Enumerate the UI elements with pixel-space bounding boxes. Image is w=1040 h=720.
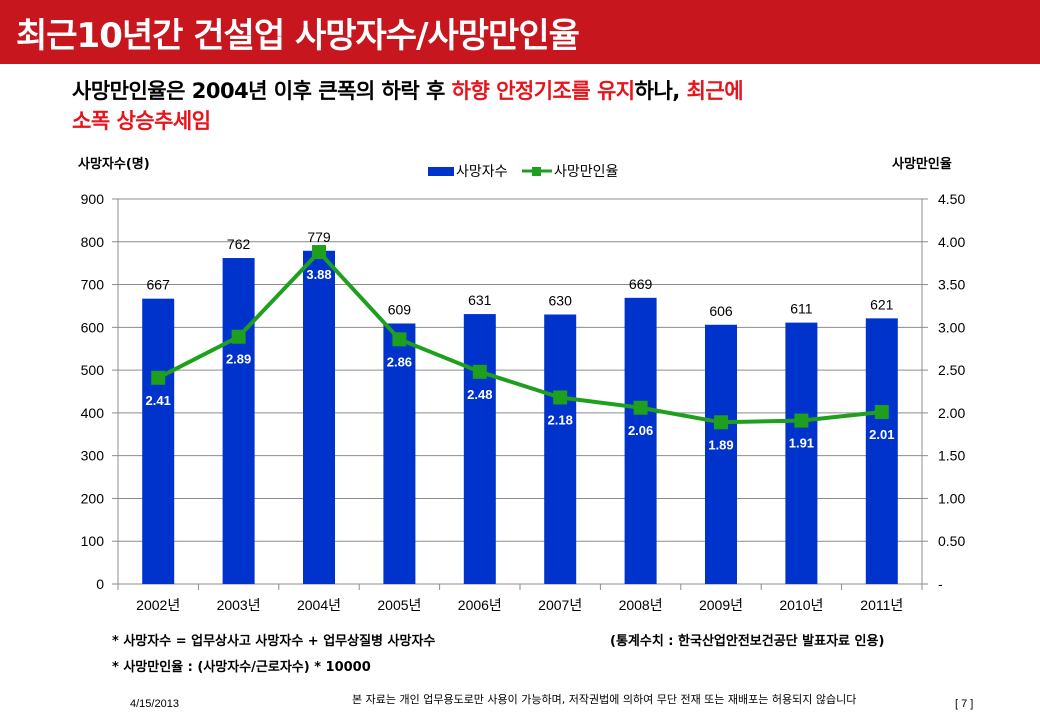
left-tick-label: 200 bbox=[81, 490, 105, 506]
line-series bbox=[151, 245, 889, 430]
bar-value-label: 621 bbox=[870, 296, 894, 312]
x-tick-label: 2008년 bbox=[619, 597, 663, 613]
bar-value-label: 762 bbox=[227, 236, 251, 252]
legend-label-bar: 사망자수 bbox=[456, 164, 508, 180]
rate-value-label: 3.88 bbox=[306, 267, 331, 282]
left-tick-label: 900 bbox=[81, 191, 105, 207]
bar bbox=[865, 318, 898, 584]
axes: 0 100 200 300 400 500 600 700 800 900 - 0.50 1.00 1.5… bbox=[81, 191, 966, 613]
left-tick-label: 0 bbox=[96, 576, 104, 592]
headline-highlight-1: 하향 안정기조를 유지 bbox=[451, 79, 636, 103]
x-tick-label: 2003년 bbox=[217, 597, 261, 613]
left-tick-label: 300 bbox=[81, 448, 105, 464]
left-axis-title: 사망자수(명) bbox=[78, 156, 150, 172]
bar bbox=[705, 324, 737, 584]
page-number: [ 7 ] bbox=[955, 698, 974, 710]
left-tick-label: 500 bbox=[81, 362, 105, 378]
footer-copyright: 본 자료는 개인 업무용도로만 사용이 가능하며, 저작권법에 의하여 무단 전… bbox=[352, 693, 857, 706]
rate-value-label: 2.86 bbox=[387, 354, 412, 369]
rate-marker bbox=[312, 245, 326, 260]
right-tick-label: - bbox=[938, 576, 943, 592]
bar-value-label: 631 bbox=[468, 292, 492, 308]
rate-value-label: 2.41 bbox=[146, 393, 171, 408]
bar bbox=[463, 314, 496, 584]
bar bbox=[222, 258, 255, 584]
rate-marker bbox=[794, 413, 809, 428]
x-tick-label: 2007년 bbox=[538, 597, 582, 613]
rate-value-label: 2.18 bbox=[548, 412, 573, 427]
data-labels: 667 762 779 609 631 630 669 606 611 621 2.41 2.89 3.… bbox=[146, 229, 895, 453]
left-tick-label: 700 bbox=[81, 277, 105, 293]
rate-marker bbox=[553, 390, 568, 405]
x-tick-label: 2010년 bbox=[779, 597, 823, 613]
left-tick-label: 400 bbox=[81, 405, 105, 421]
right-tick-label: 0.50 bbox=[938, 533, 965, 549]
rate-value-label: 1.91 bbox=[789, 436, 814, 451]
right-tick-label: 4.50 bbox=[938, 191, 965, 207]
left-tick-label: 800 bbox=[81, 234, 105, 250]
source-note: (통계수치 : 한국산업안전보건공단 발표자료 인용) bbox=[610, 634, 885, 649]
bar-value-label: 611 bbox=[790, 301, 813, 317]
rate-line bbox=[157, 250, 883, 425]
rate-marker bbox=[714, 415, 728, 430]
rate-marker bbox=[633, 400, 648, 415]
bar-value-label: 669 bbox=[629, 276, 653, 292]
title-bar: 최근10년간 건설업 사망자수/사망만인율 bbox=[0, 0, 1040, 64]
right-tick-label: 4.00 bbox=[938, 234, 965, 250]
bar-value-label: 606 bbox=[709, 303, 733, 319]
x-tick-label: 2004년 bbox=[297, 597, 341, 613]
bar-value-label: 630 bbox=[549, 293, 573, 309]
combo-chart: 667 762 779 609 631 630 669 606 611 621 2.41 2.89 3.… bbox=[78, 156, 966, 613]
right-tick-label: 3.00 bbox=[938, 319, 965, 335]
rate-marker bbox=[151, 370, 166, 385]
legend-line-marker bbox=[532, 167, 541, 176]
headline-text-1: 사망만인율은 2004년 이후 큰폭의 하락 후 bbox=[72, 79, 452, 103]
bar bbox=[624, 297, 657, 584]
x-tick-label: 2011년 bbox=[860, 597, 903, 613]
bar-series bbox=[142, 250, 898, 584]
x-tick-label: 2006년 bbox=[458, 597, 502, 613]
x-tick-label: 2009년 bbox=[699, 597, 743, 613]
legend-bar-swatch bbox=[428, 167, 454, 176]
headline: 사망만인율은 2004년 이후 큰폭의 하락 후 하향 안정기조를 유지하나, … bbox=[72, 76, 744, 136]
x-tick-label: 2005년 bbox=[377, 597, 421, 613]
legend: 사망자수 사망만인율 bbox=[428, 164, 619, 180]
rate-value-label: 1.89 bbox=[708, 437, 733, 452]
left-tick-label: 100 bbox=[81, 533, 105, 549]
right-tick-label: 1.00 bbox=[938, 490, 965, 506]
headline-text-2: 하나, bbox=[634, 79, 687, 103]
bar-value-label: 609 bbox=[388, 301, 412, 317]
x-tick-label: 2002년 bbox=[136, 597, 180, 613]
left-tick-label: 600 bbox=[81, 319, 105, 335]
footer-date: 4/15/2013 bbox=[130, 698, 179, 710]
rate-marker bbox=[231, 329, 246, 344]
rate-value-label: 2.89 bbox=[226, 352, 251, 367]
slide-title: 최근10년간 건설업 사망자수/사망만인율 bbox=[16, 16, 580, 56]
bar bbox=[544, 314, 577, 584]
bar-value-label: 779 bbox=[307, 229, 331, 245]
headline-line-1: 사망만인율은 2004년 이후 큰폭의 하락 후 하향 안정기조를 유지하나, … bbox=[72, 76, 744, 106]
footnote-deaths: * 사망자수 = 업무상사고 사망자수 + 업무상질병 사망자수 bbox=[112, 634, 436, 649]
bar bbox=[785, 322, 818, 584]
right-tick-label: 2.50 bbox=[938, 362, 965, 378]
legend-label-line: 사망만인율 bbox=[554, 164, 619, 180]
bar bbox=[142, 298, 175, 584]
right-axis-title: 사망만인율 bbox=[892, 156, 952, 172]
headline-line-2: 소폭 상승추세임 bbox=[72, 109, 211, 133]
bar bbox=[383, 323, 416, 584]
footnote-rate: * 사망만인율 : (사망자수/근로자수) * 10000 bbox=[112, 660, 371, 675]
rate-marker bbox=[874, 405, 889, 420]
headline-highlight-2: 최근에 bbox=[686, 79, 744, 103]
right-tick-label: 3.50 bbox=[938, 277, 965, 293]
rate-marker bbox=[392, 332, 407, 347]
rate-marker bbox=[472, 364, 487, 379]
right-tick-label: 1.50 bbox=[938, 448, 965, 464]
bar-value-label: 667 bbox=[147, 277, 171, 293]
rate-value-label: 2.06 bbox=[628, 423, 653, 438]
right-tick-label: 2.00 bbox=[938, 405, 965, 421]
rate-value-label: 2.01 bbox=[869, 427, 894, 442]
rate-value-label: 2.48 bbox=[467, 387, 492, 402]
bar bbox=[303, 250, 335, 584]
